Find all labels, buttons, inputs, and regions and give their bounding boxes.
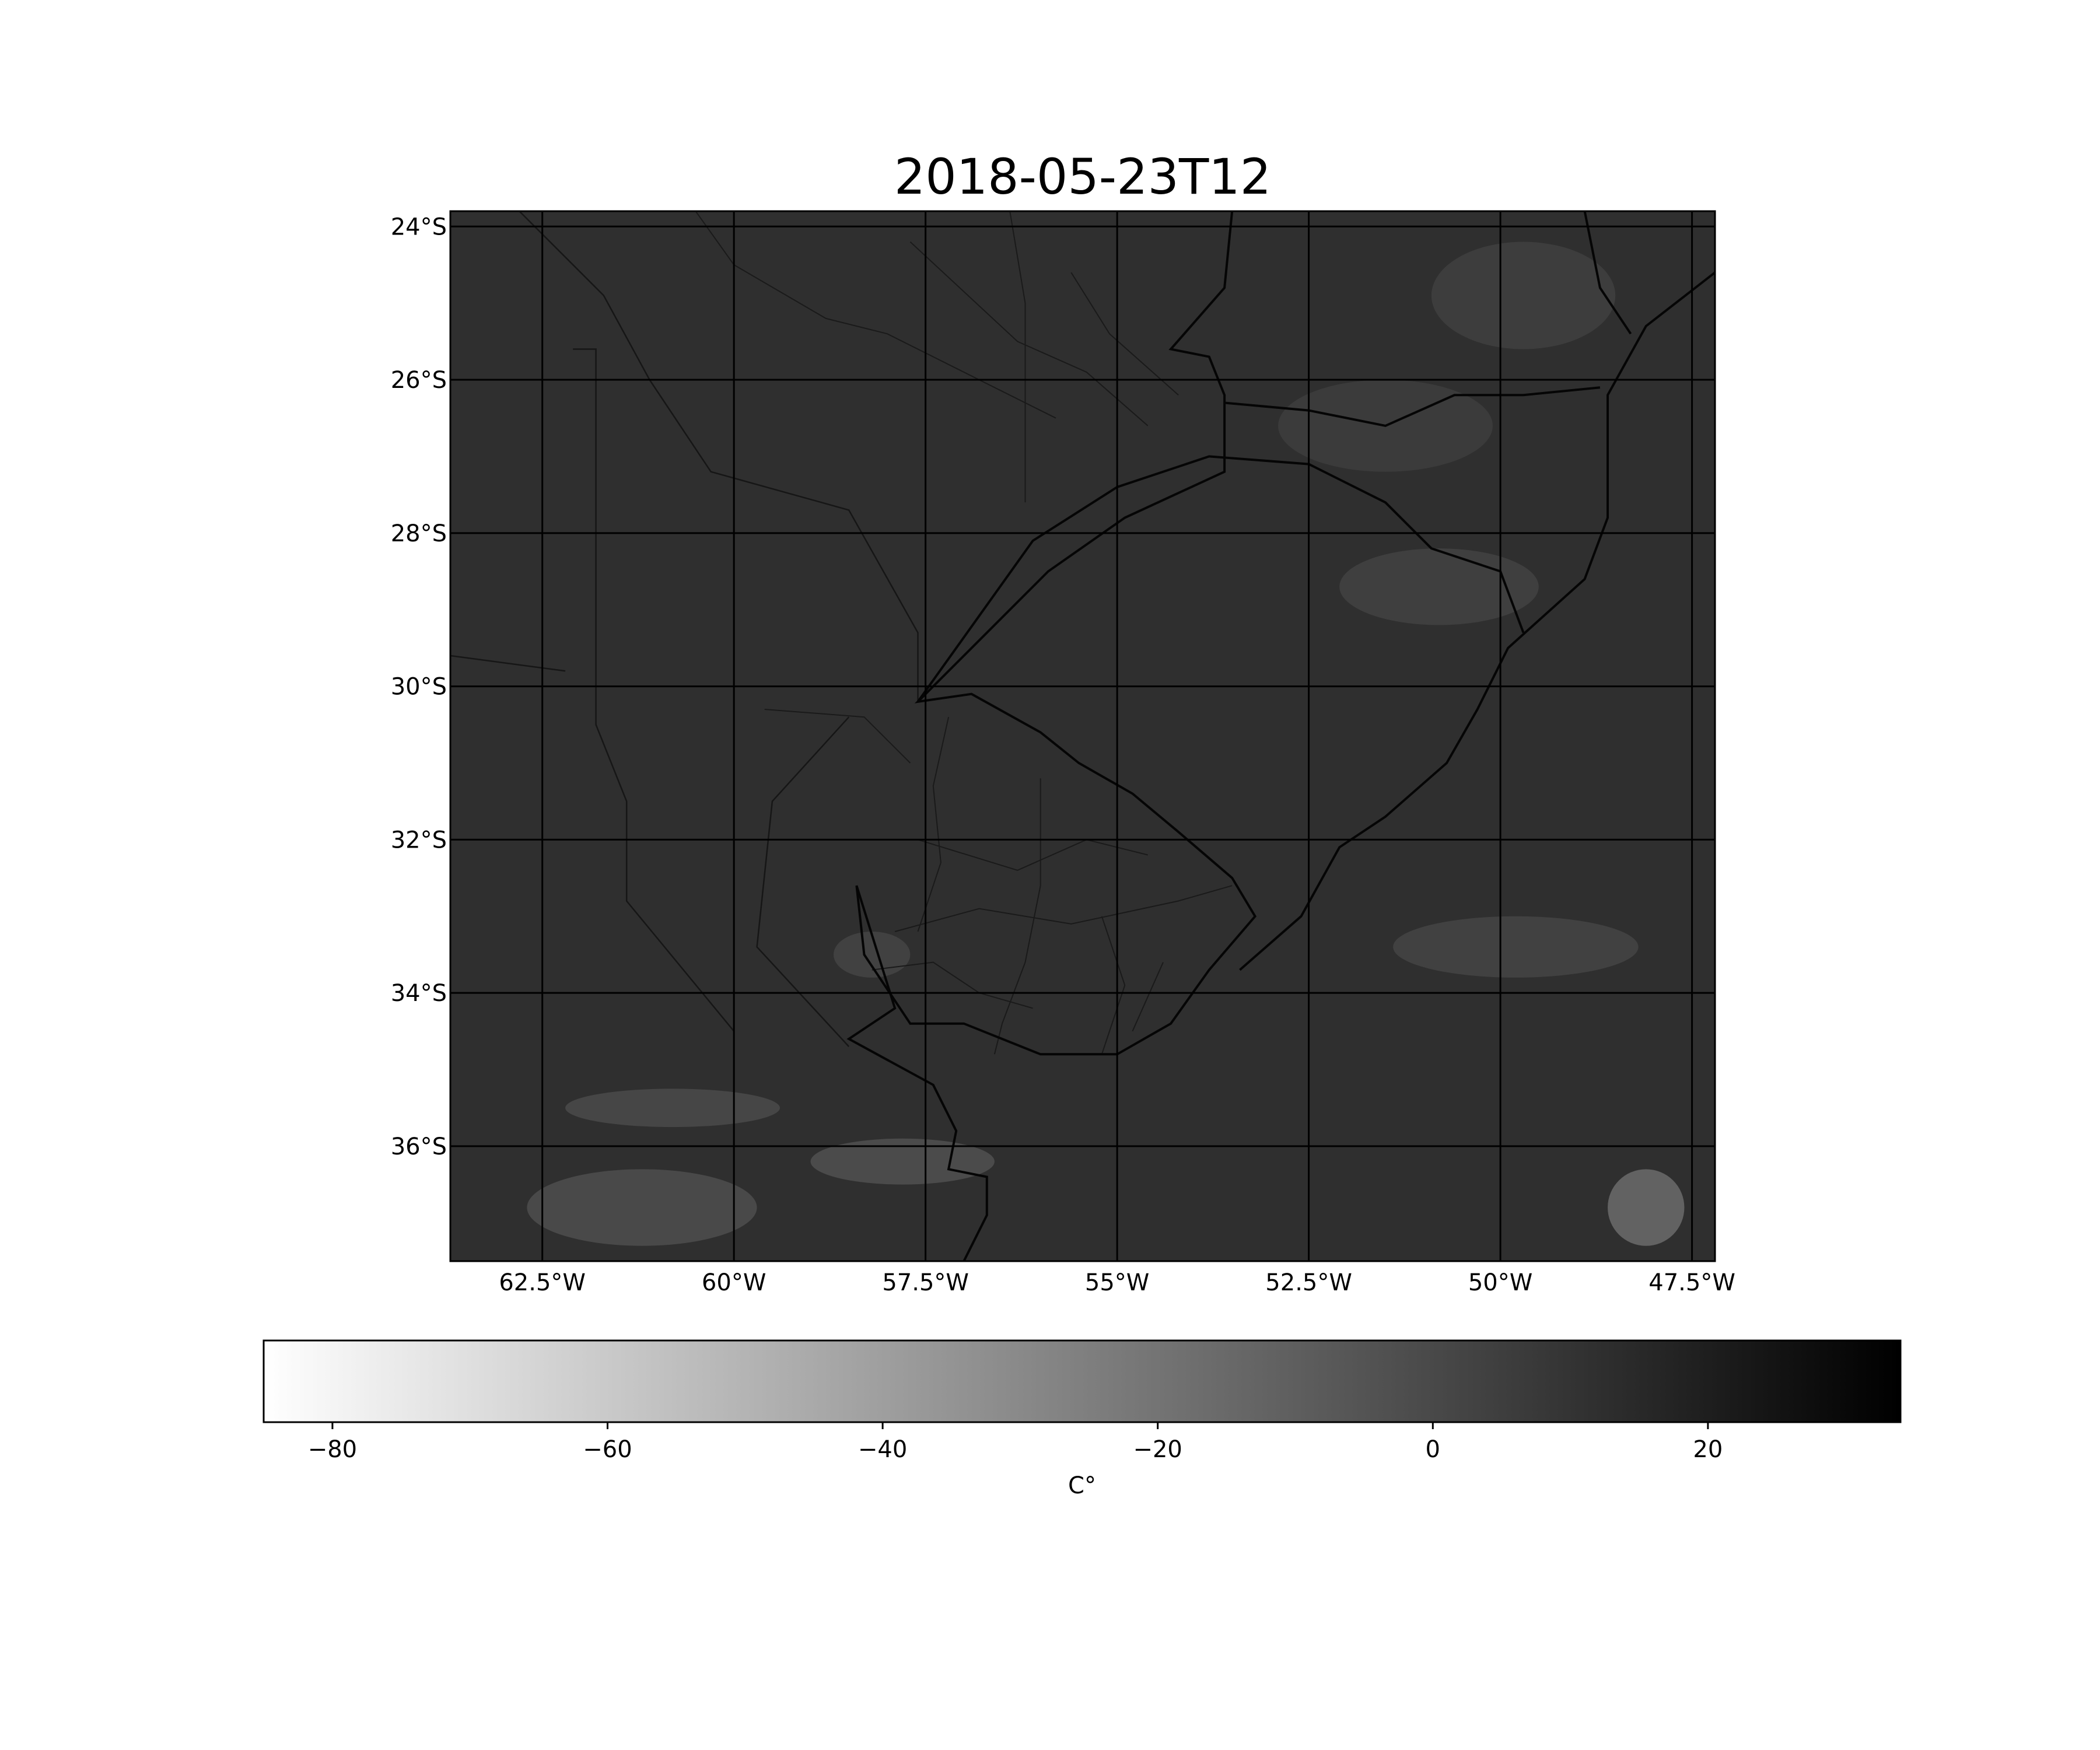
province-line-5 (894, 885, 1233, 932)
chart-title: 2018-05-23T12 (894, 148, 1271, 205)
cold-patch-2 (527, 1169, 757, 1246)
lat-tick-label-0: 24°S (391, 214, 447, 240)
cold-patch-4 (1393, 916, 1639, 978)
colorbar-gradient (262, 1339, 1902, 1423)
lat-tick-label-3: 30°S (391, 674, 447, 701)
cold-patch-8 (833, 932, 911, 978)
atlantic-coastline (1239, 271, 1715, 971)
map-panel: 62.5°W 60°W 57.5°W 55°W 52.5°W 50°W 47.5°W 24°… (391, 210, 1735, 1296)
temperature-patches (527, 242, 1685, 1246)
lon-tick-label-4: 52.5°W (1265, 1269, 1352, 1296)
lon-tick-label-6: 47.5°W (1648, 1269, 1735, 1296)
lat-tick-label-1: 26°S (391, 367, 447, 394)
cold-patch-6 (1431, 242, 1616, 349)
colorbar: −80 −60 −40 −20 0 20 C° (262, 1339, 1902, 1499)
province-line-7 (1101, 916, 1126, 1055)
lat-tick-label-2: 28°S (391, 520, 447, 547)
lon-tick-label-1: 60°W (702, 1269, 766, 1296)
longitude-labels: 62.5°W 60°W 57.5°W 55°W 52.5°W 50°W 47.5°W (499, 1269, 1735, 1296)
colorbar-tick-label-4: 0 (1426, 1436, 1440, 1463)
map-frame (449, 210, 1716, 1262)
cold-patch-5 (1339, 548, 1539, 625)
colorbar-label: C° (1068, 1472, 1096, 1499)
province-line-3 (1070, 272, 1179, 396)
state-border-0 (1224, 386, 1601, 427)
cold-patch-1 (810, 1138, 995, 1185)
river-plate-coastline (846, 211, 1257, 1261)
province-line-2 (1009, 211, 1026, 503)
province-line-6 (993, 778, 1041, 1055)
colorbar-tick-label-0: −80 (308, 1436, 357, 1463)
state-border-2 (1583, 211, 1632, 335)
colorbar-tick-label-2: −40 (858, 1436, 907, 1463)
lat-tick-label-5: 34°S (391, 980, 447, 1007)
lon-tick-label-3: 55°W (1085, 1269, 1149, 1296)
lon-tick-label-5: 50°W (1468, 1269, 1532, 1296)
lat-tick-label-4: 32°S (391, 827, 447, 853)
colorbar-tick-label-3: −20 (1133, 1436, 1182, 1463)
gridlines (450, 211, 1715, 1261)
country-border-3 (756, 716, 850, 1047)
lon-tick-label-2: 57.5°W (882, 1269, 969, 1296)
country-border-2 (450, 654, 566, 672)
lon-tick-label-0: 62.5°W (499, 1269, 586, 1296)
latitude-labels: 24°S 26°S 28°S 30°S 32°S 34°S 36°S (391, 214, 447, 1160)
cold-patch-0 (565, 1088, 780, 1128)
map-background (450, 211, 1715, 1261)
province-line-9 (1132, 962, 1164, 1032)
colorbar-tick-label-5: 20 (1693, 1436, 1723, 1463)
colorbar-tick-label-1: −60 (583, 1436, 632, 1463)
province-line-8 (917, 716, 950, 932)
country-border-0 (519, 211, 919, 702)
province-line-0 (695, 211, 1056, 419)
province-line-10 (764, 709, 911, 764)
colorbar-ticks: −80 −60 −40 −20 0 20 (308, 1422, 1723, 1463)
province-line-11 (872, 961, 1033, 1009)
cold-patch-3 (1608, 1169, 1685, 1246)
lat-tick-label-6: 36°S (391, 1133, 447, 1160)
